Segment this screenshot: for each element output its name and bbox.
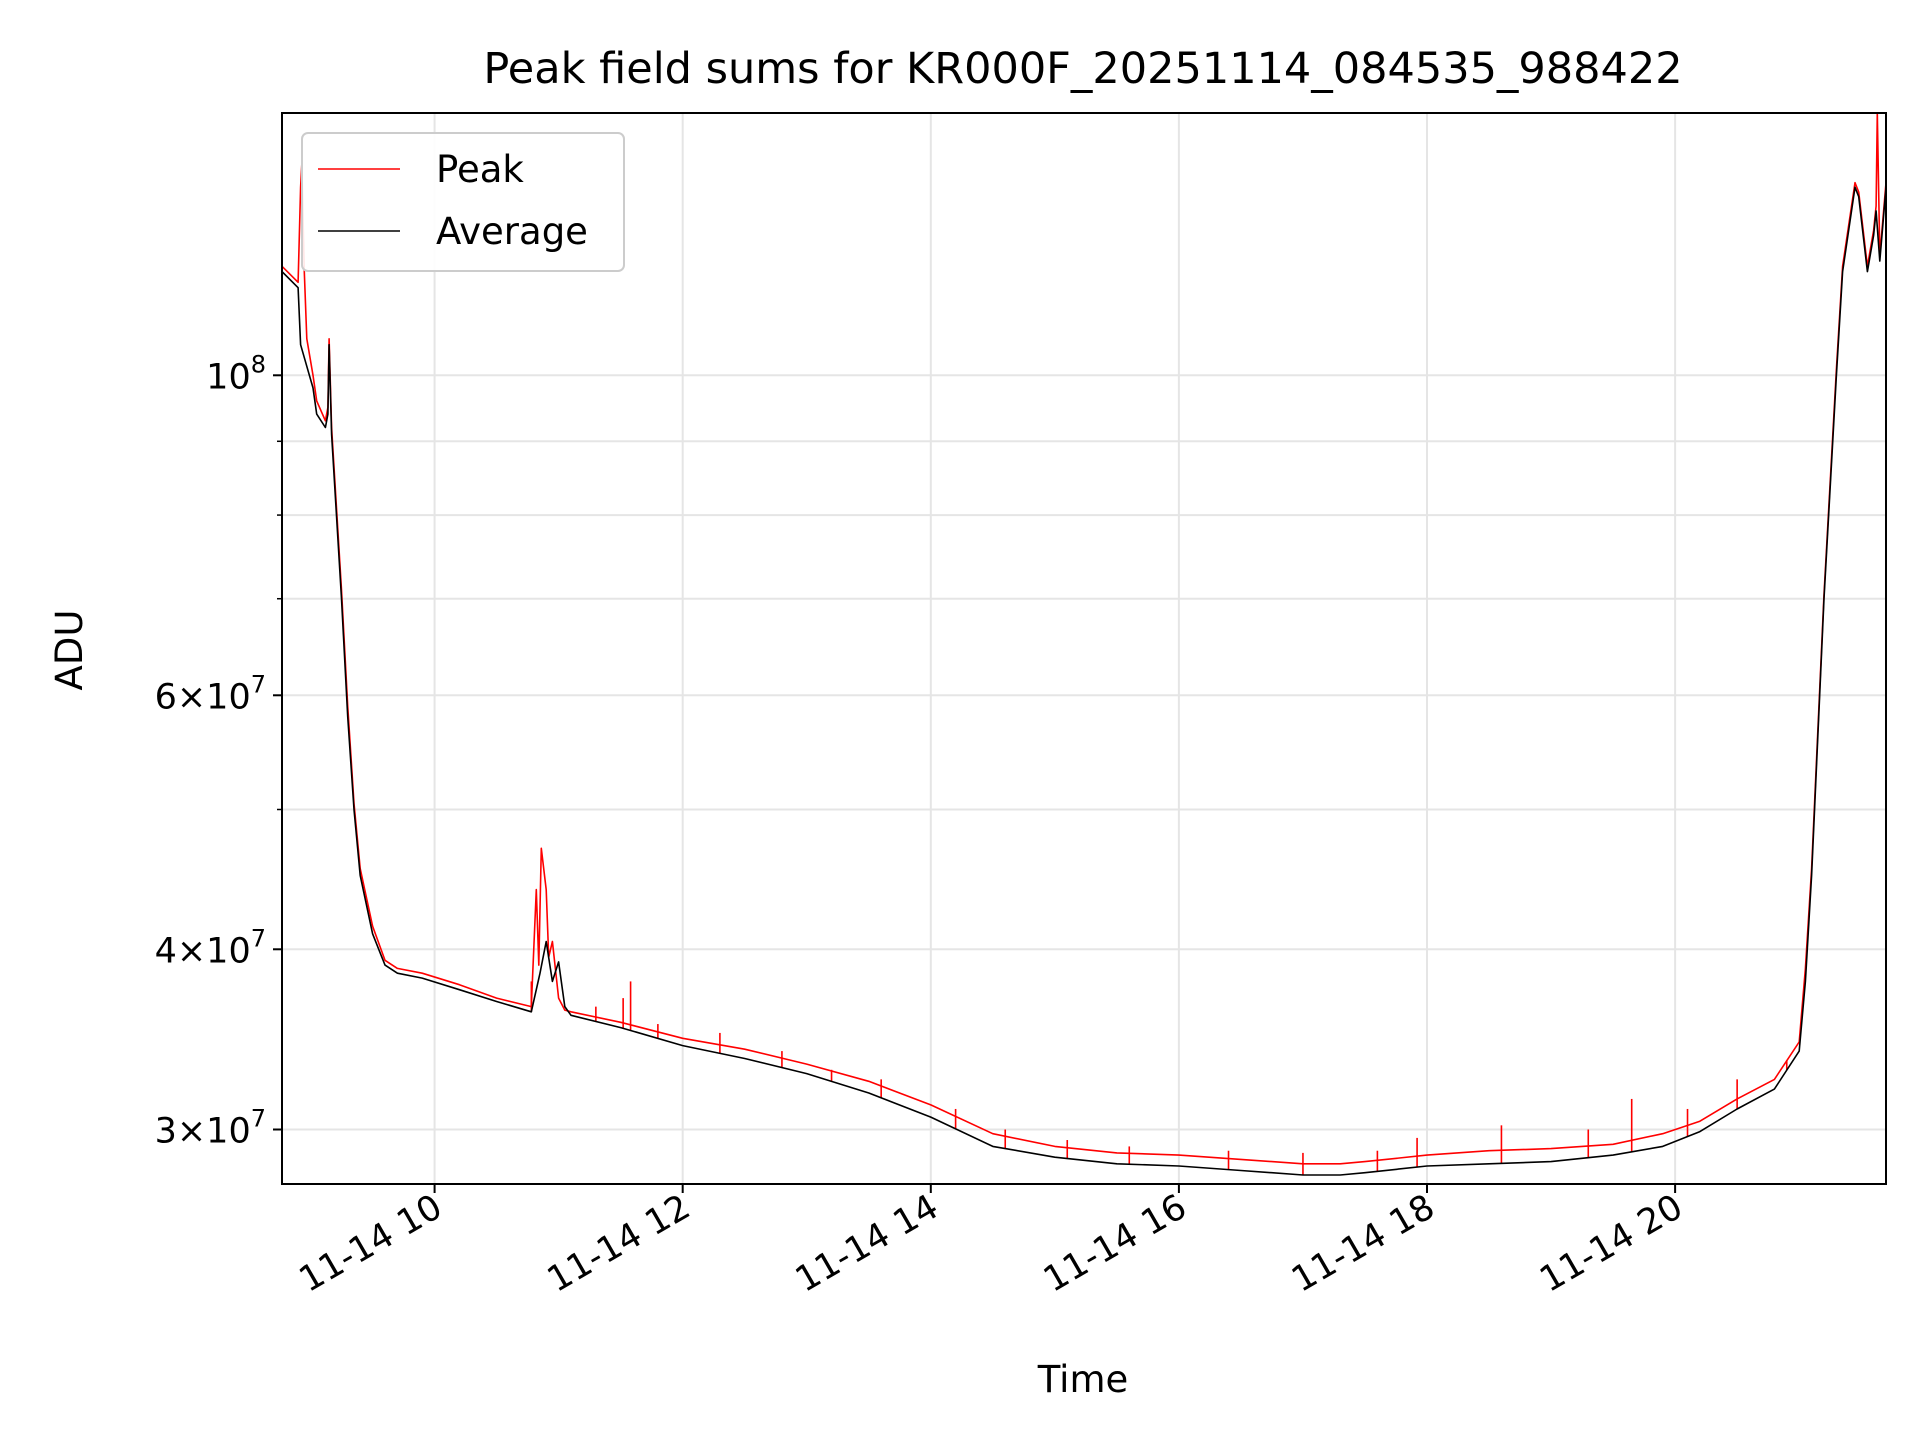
x-axis-label: Time [1037,1358,1129,1401]
y-axis-label: ADU [48,610,91,691]
legend-label-average: Average [436,210,588,253]
y-tick-label: 4×107 [155,924,266,971]
chart-title: Peak field sums for KR000F_20251114_0845… [483,44,1682,94]
axes-frame [281,112,1887,1185]
y-tick-label: 3×107 [155,1104,266,1151]
y-tick-label: 6×107 [155,670,266,717]
grid [282,113,1886,1184]
legend-box [301,132,625,272]
legend-label-peak: Peak [436,148,524,191]
legend: Peak Average [301,132,625,272]
series-average-line [282,186,1886,1176]
plot-area [282,113,1886,1176]
series-layer [282,113,1886,1176]
